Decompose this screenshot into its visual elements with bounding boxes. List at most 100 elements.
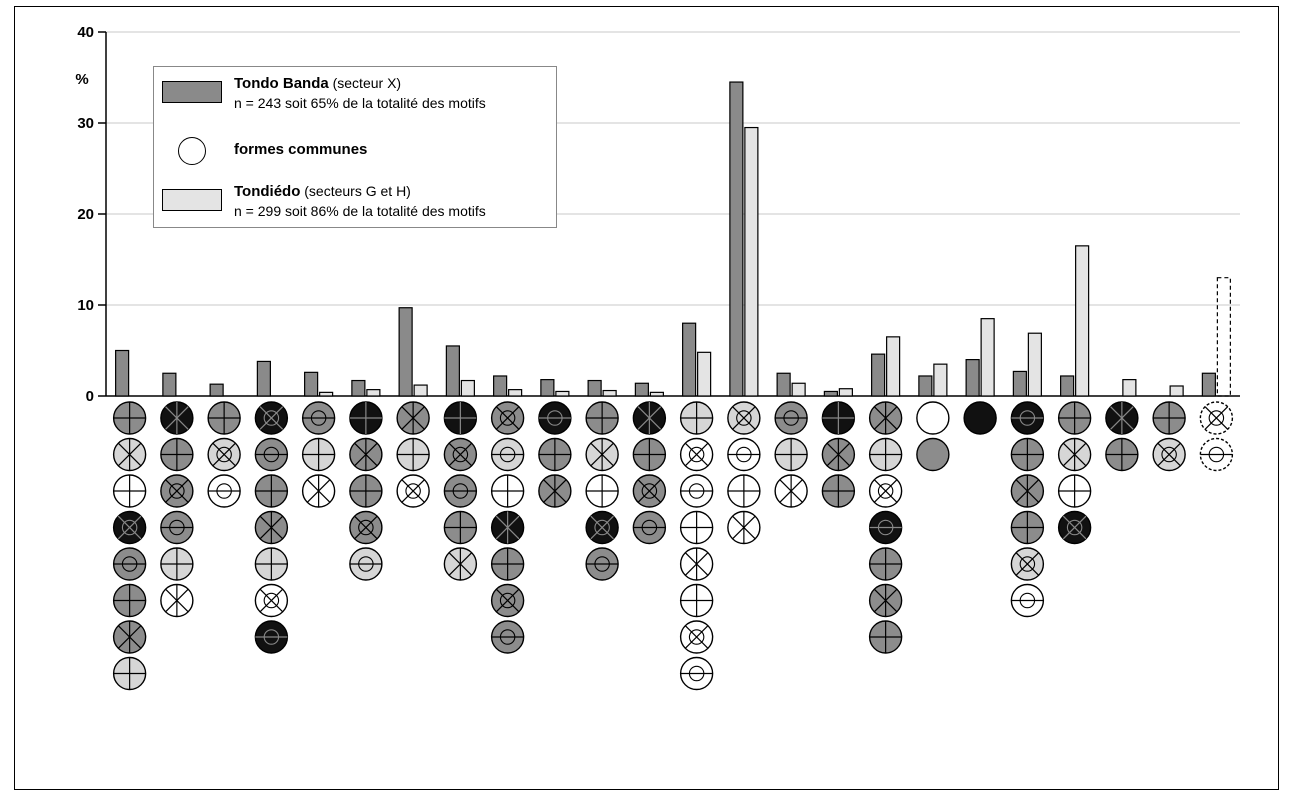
motif-icon <box>1199 401 1234 435</box>
motif-icon <box>1010 510 1045 545</box>
motif-icon <box>821 474 856 508</box>
motif-icon <box>254 510 289 545</box>
motif-icon <box>1057 510 1092 545</box>
motif-icon <box>396 474 430 508</box>
motif-icon <box>207 401 241 435</box>
legend: Tondo Banda (secteur X) n = 243 soit 65%… <box>153 66 557 228</box>
bar-tondo-banda-5 <box>304 371 319 397</box>
motif-icon <box>490 547 525 581</box>
y-axis: 0 10 20 30 40% <box>75 24 1240 405</box>
motif-icon <box>1105 437 1139 472</box>
motif-icon <box>254 583 289 618</box>
motif-icon <box>679 474 714 508</box>
bars <box>115 81 1231 397</box>
bar-tondo-banda-15 <box>776 372 791 397</box>
bar-tondiedo-14 <box>744 126 759 397</box>
legend-common-forms: formes communes <box>234 141 368 158</box>
bar-tondo-banda-6 <box>351 379 366 397</box>
motif-icon <box>963 401 997 435</box>
legend-count-tondiedo: n = 299 soit 86% de la totalité des moti… <box>234 203 486 219</box>
bar-tondo-banda-14 <box>729 81 744 397</box>
motif-icon <box>349 401 383 435</box>
motif-icon <box>160 401 194 435</box>
motif-icon <box>1010 547 1045 581</box>
bar-tondiedo-17 <box>886 336 901 397</box>
motif-icon <box>868 437 903 472</box>
motif-icon <box>679 401 714 435</box>
motif-icon <box>490 474 525 508</box>
motif-icon <box>1199 437 1234 472</box>
bar-tondiedo-15 <box>791 382 806 397</box>
motif-icon <box>1010 474 1045 508</box>
bar-tondiedo-13 <box>697 351 712 397</box>
motif-icon <box>112 583 147 618</box>
motif-icon <box>538 437 572 472</box>
motif-icon <box>112 510 147 545</box>
motif-icon <box>632 401 667 435</box>
motif-icon <box>774 401 808 435</box>
bar-tondiedo-7 <box>413 384 428 397</box>
motif-icon <box>585 474 619 508</box>
motif-icon <box>443 510 478 545</box>
legend-title-tondiedo: Tondiédo (secteurs G et H) <box>234 183 411 200</box>
motif-icon <box>160 547 194 581</box>
bar-tondo-banda-4 <box>256 360 271 397</box>
motif-icon <box>1057 437 1092 472</box>
motif-icon <box>490 583 525 618</box>
motif-icon <box>160 510 194 545</box>
motif-icon <box>207 437 241 472</box>
legend-common-circle-icon <box>178 137 206 165</box>
bar-tondiedo-19 <box>980 318 995 397</box>
motif-icon <box>585 401 619 435</box>
motif-icon <box>679 437 714 472</box>
motif-icon <box>112 437 147 472</box>
bar-tondiedo-21 <box>1075 245 1090 397</box>
bar-tondo-banda-7 <box>398 307 413 397</box>
motif-icon <box>490 510 525 545</box>
motif-icon <box>774 474 808 508</box>
motif-icon <box>443 474 478 508</box>
motif-icon <box>349 510 383 545</box>
bar-tondo-banda-24 <box>1201 372 1216 397</box>
motif-icon <box>112 656 147 691</box>
motif-icon <box>301 401 336 435</box>
bar-tondo-banda-1 <box>115 349 130 397</box>
motif-icon <box>254 547 289 581</box>
motif-icon <box>160 437 194 472</box>
motif-icon <box>821 437 856 472</box>
motif-icon <box>1152 401 1186 435</box>
motif-icon <box>254 401 289 435</box>
bar-tondiedo-6 <box>366 389 381 397</box>
motif-icon <box>868 547 903 581</box>
bar-tondo-banda-20 <box>1012 370 1027 397</box>
motif-icon <box>1152 437 1186 472</box>
bar-tondo-banda-8 <box>445 345 460 397</box>
motif-icon <box>1010 583 1045 618</box>
motif-icon <box>868 401 903 435</box>
motif-icon <box>112 474 147 508</box>
motif-icon <box>254 620 289 654</box>
motif-icon <box>774 437 808 472</box>
motif-icon <box>585 547 619 581</box>
motif-icon <box>679 510 714 545</box>
motif-icon <box>254 474 289 508</box>
motif-icon <box>349 474 383 508</box>
motif-icon <box>632 474 667 508</box>
motif-icon <box>679 583 714 618</box>
y-tick-label: 10 <box>77 297 94 314</box>
motif-icon <box>727 474 761 508</box>
motif-icon <box>349 547 383 581</box>
bar-tondo-banda-2 <box>162 372 177 397</box>
bar-tondo-banda-16 <box>823 390 838 397</box>
y-tick-label: 30 <box>77 115 94 132</box>
motif-icon <box>538 474 572 508</box>
bar-tondo-banda-11 <box>587 379 602 397</box>
motif-icon <box>396 401 430 435</box>
bar-tondiedo-20 <box>1027 332 1042 397</box>
bar-tondo-banda-13 <box>682 322 697 397</box>
motif-icon <box>679 547 714 581</box>
motif-icon <box>679 620 714 654</box>
motif-icon <box>585 510 619 545</box>
motif-icon <box>301 474 336 508</box>
